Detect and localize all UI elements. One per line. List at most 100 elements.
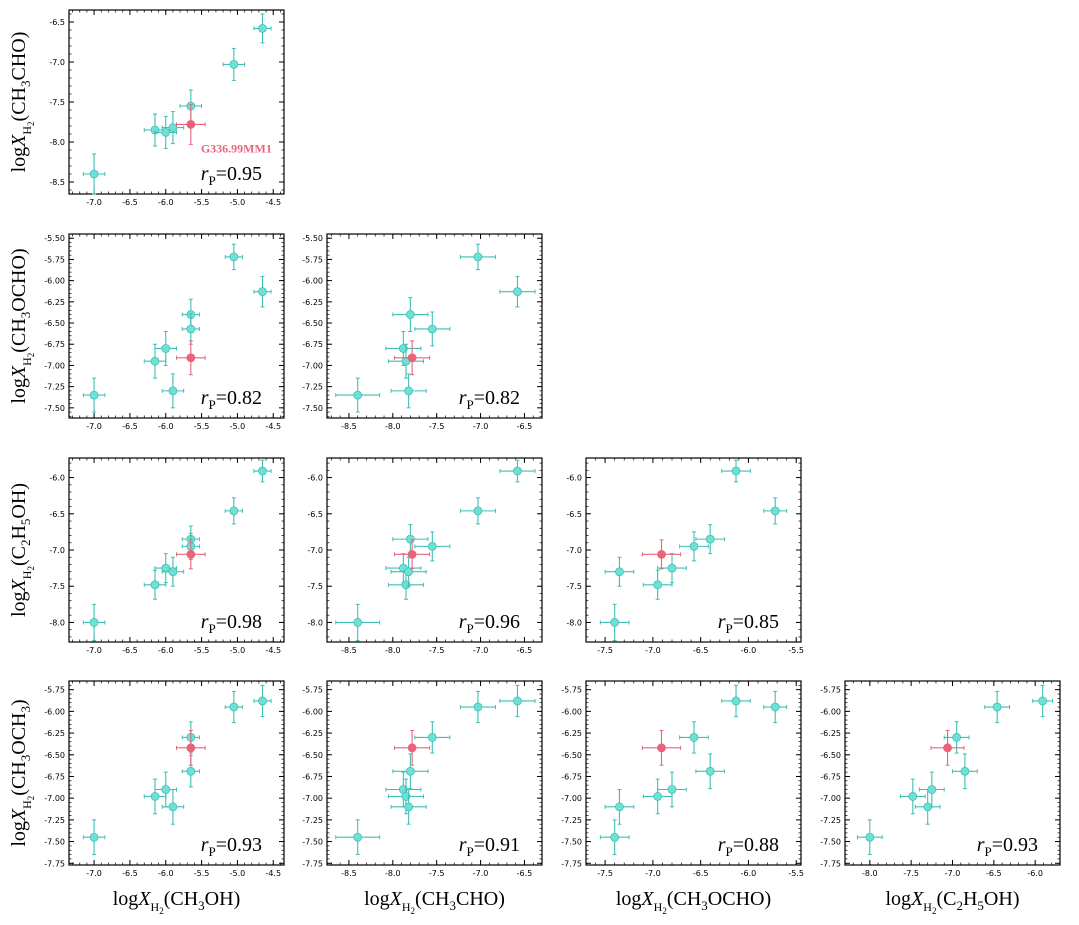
y-tick-label: -8.0 — [307, 618, 323, 627]
data-point — [610, 618, 620, 627]
pearson-r-label: rP=0.88 — [718, 834, 779, 859]
y-tick-label: -7.00 — [44, 361, 65, 370]
y-tick-label: -5.75 — [561, 686, 582, 695]
data-point — [229, 702, 239, 712]
x-tick-label: -8.0 — [385, 869, 401, 878]
panel-frame — [68, 680, 285, 866]
y-tick-label: -6.75 — [302, 772, 323, 781]
x-tick-label: -6.5 — [693, 869, 709, 878]
pearson-r-label: rP=0.98 — [201, 611, 262, 636]
data-point — [353, 390, 363, 400]
data-point — [427, 324, 437, 334]
data-point — [150, 580, 160, 590]
x-axis-label: logXH2(CH3OCHO) — [616, 888, 771, 916]
y-tick-label: -5.75 — [820, 686, 841, 695]
x-tick-label: -5.5 — [194, 646, 210, 655]
x-tick-label: -7.0 — [86, 869, 102, 878]
panel-frame — [585, 680, 802, 866]
x-tick-label: -6.5 — [122, 646, 138, 655]
y-axis-label: logXH2(CH3CHO) — [8, 32, 36, 173]
y-tick-label: -6.00 — [302, 277, 323, 286]
x-tick-label: -6.5 — [517, 422, 533, 431]
y-tick-label: -6.00 — [561, 707, 582, 716]
data-point — [667, 563, 677, 573]
data-point — [513, 466, 522, 476]
data-point — [404, 802, 414, 812]
data-point — [229, 506, 239, 516]
data-point — [927, 785, 937, 794]
y-tick-label: -5.50 — [302, 234, 323, 243]
data-point — [186, 766, 196, 776]
y-tick-label: -7.25 — [44, 383, 65, 392]
panel-2-2: -7.5 -7.0 -6.5 -6.0 -5.5 -8.0 -7.5 -7.0 -6.5 -6.0… — [566, 457, 804, 655]
y-tick-label: -5.75 — [302, 255, 323, 264]
x-tick-label: -6.0 — [158, 646, 174, 655]
x-tick-label: -7.0 — [645, 646, 661, 655]
data-point — [404, 386, 414, 396]
data-point — [89, 390, 99, 400]
y-tick-label: -7.0 — [566, 546, 582, 555]
data-point — [427, 733, 437, 742]
y-axis-label: logXH2(CH3OCHO) — [8, 248, 36, 403]
x-axis-label: logXH2(CH3OH) — [113, 888, 241, 916]
data-point — [353, 618, 363, 627]
svg-text:logXH2(CH3OCHO): logXH2(CH3OCHO) — [616, 888, 771, 916]
highlight-point — [186, 549, 196, 559]
data-point — [405, 766, 415, 776]
y-tick-label: -7.25 — [820, 816, 841, 825]
data-point — [89, 832, 99, 842]
y-tick-label: -7.25 — [561, 816, 582, 825]
x-tick-label: -6.5 — [693, 646, 709, 655]
y-tick-label: -7.50 — [44, 404, 65, 413]
svg-text:logXH2(C2H5OH): logXH2(C2H5OH) — [886, 888, 1020, 916]
data-point — [770, 506, 780, 516]
y-tick-label: -6.75 — [44, 772, 65, 781]
x-tick-label: -7.0 — [473, 869, 489, 878]
panel-3-1: -8.5 -8.0 -7.5 -7.0 -6.5 -7.75 -7.50 -7.25 -7.00… — [302, 680, 543, 916]
y-tick-label: -7.0 — [307, 546, 323, 555]
svg-text:logXH2(CH3OCHO): logXH2(CH3OCHO) — [8, 248, 36, 403]
y-tick-label: -6.25 — [302, 298, 323, 307]
y-tick-label: -7.50 — [302, 404, 323, 413]
data-point — [258, 23, 267, 33]
x-tick-label: -5.5 — [194, 422, 210, 431]
x-tick-label: -4.5 — [265, 422, 281, 431]
y-tick-label: -6.25 — [44, 298, 65, 307]
data-point — [952, 733, 962, 742]
x-tick-label: -7.5 — [429, 422, 445, 431]
data-point — [473, 252, 483, 262]
x-tick-label: -8.0 — [862, 869, 878, 878]
y-tick-label: -7.5 — [566, 582, 582, 591]
pearson-r-label: rP=0.91 — [459, 834, 520, 859]
panel-0-0: -7.0 -6.5 -6.0 -5.5 -5.0 -4.5 -8.5 -8.0 -7.5 -7.0… — [8, 9, 285, 207]
x-tick-label: -7.5 — [429, 646, 445, 655]
data-point — [150, 356, 160, 366]
data-point — [770, 702, 780, 712]
y-tick-label: -7.75 — [44, 859, 65, 868]
y-tick-label: -6.00 — [44, 707, 65, 716]
highlight-point — [657, 549, 666, 559]
data-point — [150, 792, 160, 801]
y-tick-label: -7.50 — [820, 838, 841, 847]
y-tick-label: -6.50 — [44, 319, 65, 328]
panel-frame — [326, 680, 543, 866]
data-point — [705, 534, 715, 544]
data-point — [168, 123, 178, 132]
data-point — [401, 580, 411, 590]
panel-frame — [68, 233, 285, 419]
data-point — [1038, 696, 1048, 706]
panel-frame — [326, 233, 543, 419]
highlight-annotation: G336.99MM1 — [201, 141, 272, 155]
data-point — [168, 802, 178, 812]
x-tick-label: -8.5 — [341, 646, 357, 655]
x-tick-label: -8.5 — [341, 869, 357, 878]
data-point — [908, 792, 918, 801]
y-tick-label: -5.75 — [302, 686, 323, 695]
x-tick-label: -5.5 — [788, 646, 804, 655]
x-tick-label: -6.5 — [122, 198, 138, 207]
data-point — [229, 60, 239, 69]
pearson-r-label: rP=0.96 — [459, 611, 520, 636]
y-tick-label: -7.0 — [49, 546, 65, 555]
x-tick-label: -6.5 — [122, 869, 138, 878]
